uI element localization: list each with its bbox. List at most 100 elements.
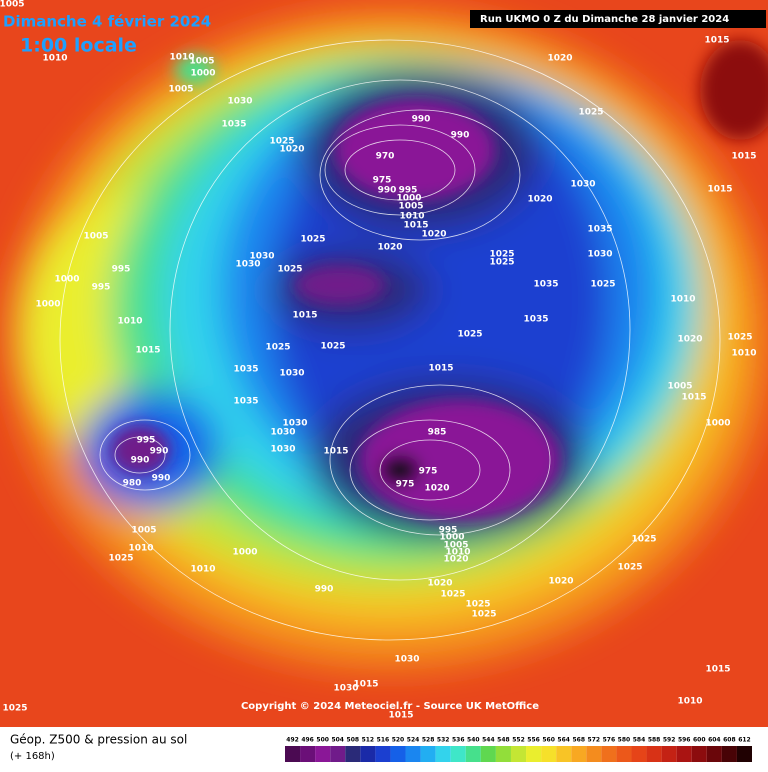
colorbar-swatch [285, 746, 301, 762]
isobar-label: 1020 [421, 230, 446, 240]
isobar-label: 1020 [424, 484, 449, 494]
isobar-label: 1000 [54, 275, 79, 285]
colorbar-label: 508 [347, 737, 360, 744]
map-date: Dimanche 4 février 2024 [3, 13, 211, 31]
isobar-label: 1025 [269, 137, 294, 147]
colorbar-swatch [556, 746, 572, 762]
colorbar-label: 524 [407, 737, 420, 744]
colorbar-label: 576 [603, 737, 616, 744]
run-banner [470, 10, 766, 28]
isobar-label: 1005 [667, 382, 692, 392]
isobar-label: 1020 [279, 145, 304, 155]
colorbar-label: 512 [362, 737, 375, 744]
colorbar-label: 588 [648, 737, 661, 744]
colorbar-swatch [390, 746, 406, 762]
isobar-label: 1015 [292, 311, 317, 321]
colorbar-swatch [601, 746, 617, 762]
isobar-label: 1025 [471, 610, 496, 620]
colorbar-label: 596 [678, 737, 691, 744]
isobar-label: 1015 [388, 711, 413, 721]
isobar-label: 1015 [704, 36, 729, 46]
isobar-label: 1015 [705, 665, 730, 675]
colorbar-label: 600 [693, 737, 706, 744]
isobar-label: 1035 [221, 120, 246, 130]
isobar-label: 1035 [233, 397, 258, 407]
isobar-label: 1030 [249, 252, 274, 262]
isobar-label: 1005 [131, 526, 156, 536]
isobar-label: 1000 [439, 533, 464, 543]
colorbar-swatch [526, 746, 542, 762]
isobar-label: 1025 [265, 343, 290, 353]
isobar-label: 1010 [399, 212, 424, 222]
isobar-label: 1015 [323, 447, 348, 457]
isobar-label: 1005 [168, 85, 193, 95]
isobar-label: 1005 [398, 202, 423, 212]
colorbar-swatch [691, 746, 707, 762]
colorbar-label: 536 [452, 737, 465, 744]
colorbar-swatch [571, 746, 587, 762]
colorbar-swatch [631, 746, 647, 762]
colorbar-label: 612 [738, 737, 751, 744]
copyright: Copyright © 2024 Meteociel.fr - Source U… [241, 701, 539, 712]
isobar-label: 1020 [527, 195, 552, 205]
isobar-label: 1025 [578, 108, 603, 118]
isobar-label: 1030 [570, 180, 595, 190]
isobar-label: 1015 [403, 221, 428, 231]
isobar-label: 1020 [377, 243, 402, 253]
colorbar-swatch [420, 746, 436, 762]
colorbar-swatch [616, 746, 632, 762]
isobar-label: 975 [373, 176, 392, 186]
isobar-label: 1010 [117, 317, 142, 327]
isobar-label: 1015 [681, 393, 706, 403]
isobar-label: 990 [152, 474, 171, 484]
isobar-label: 1025 [727, 333, 752, 343]
isobar-label: 1025 [631, 535, 656, 545]
colorbar-label: 604 [708, 737, 721, 744]
isobar-label: 1030 [270, 445, 295, 455]
colorbar-swatch [480, 746, 496, 762]
isobar-label: 1025 [590, 280, 615, 290]
isobar-label: 995 [92, 283, 111, 293]
isobar-label: 1025 [320, 342, 345, 352]
isobar-label: 1000 [705, 419, 730, 429]
isobar-label: 1025 [277, 265, 302, 275]
isobar-label: 1010 [190, 565, 215, 575]
isobar-label: 1025 [440, 590, 465, 600]
isobar-label: 995 [137, 436, 156, 446]
isobar-label: 1010 [677, 697, 702, 707]
isobar-label: 970 [376, 152, 395, 162]
isobar-label: 1020 [427, 579, 452, 589]
isobar-label: 995 [399, 186, 418, 196]
colorbar-swatch [586, 746, 602, 762]
colorbar-swatch [676, 746, 692, 762]
colorbar-label: 560 [542, 737, 555, 744]
isobar-label: 1020 [677, 335, 702, 345]
colorbar-label: 592 [663, 737, 676, 744]
isobar-label: 975 [419, 467, 438, 477]
colorbar-label: 568 [572, 737, 585, 744]
colorbar-label: 608 [723, 737, 736, 744]
isobar-label: 1015 [135, 346, 160, 356]
isobar-label: 1025 [617, 563, 642, 573]
colorbar-swatch [450, 746, 466, 762]
isobar-label: 1010 [42, 54, 67, 64]
isobar-label: 1030 [394, 655, 419, 665]
geopotential-field [0, 0, 768, 727]
isobar-label: 1030 [235, 260, 260, 270]
colorbar-swatch [736, 746, 752, 762]
isobar-label: 1015 [428, 364, 453, 374]
isobar-label: 990 [451, 131, 470, 141]
isobar-label: 1025 [465, 600, 490, 610]
isobar-label: 1005 [189, 57, 214, 67]
lead-time: (+ 168h) [10, 751, 55, 762]
isobar-label: 1010 [169, 53, 194, 63]
isobar-label: 1025 [300, 235, 325, 245]
isobar-label: 1010 [128, 544, 153, 554]
colorbar-label: 544 [482, 737, 495, 744]
isobar-label: 1020 [548, 577, 573, 587]
isobar-label: 1015 [731, 152, 756, 162]
colorbar-swatch [345, 746, 361, 762]
isobar-label: 980 [123, 479, 142, 489]
